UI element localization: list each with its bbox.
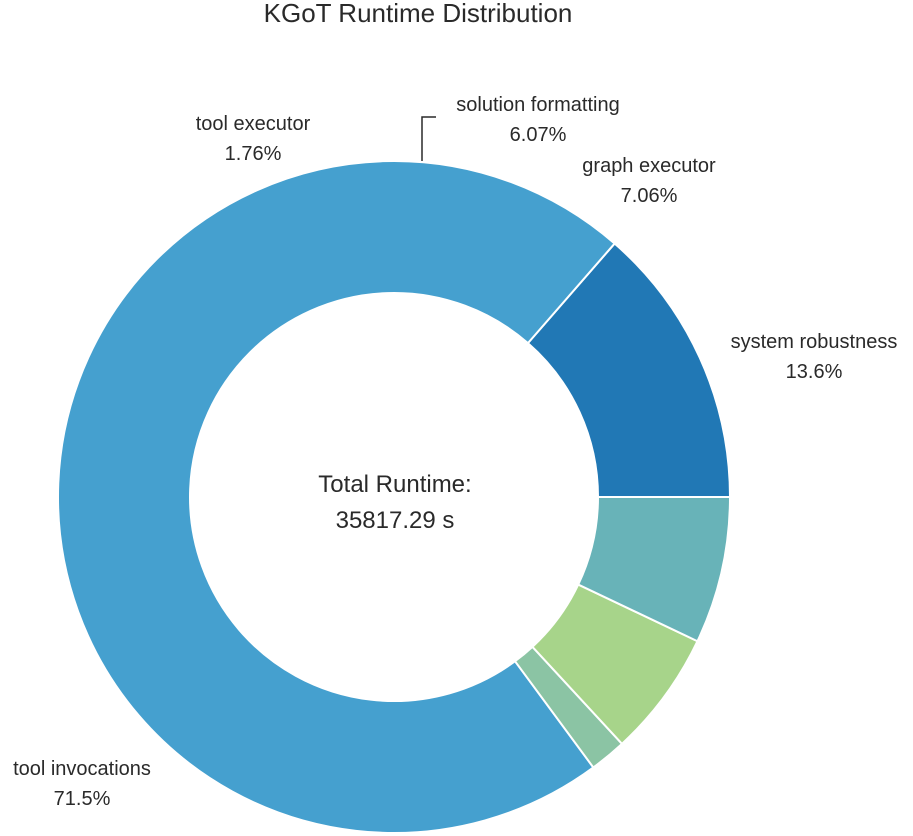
label-tool-invocations: tool invocations [13,758,151,780]
label-system-robustness: system robustness [731,331,898,353]
slice-graph-executor [576,496,732,643]
label-solution-formatting: solution formatting [456,94,619,116]
chart-title: KGoT Runtime Distribution [264,0,573,28]
slice-tool-invocations [57,160,617,835]
donut-slices [57,160,732,835]
center-total-label: Total Runtime: [318,471,471,498]
center-total-value: 35817.29 s [336,507,455,534]
percent-solution-formatting: 6.07% [510,124,567,146]
slice-labels: system robustness 13.6% tool invocations 71… [13,94,897,810]
percent-tool-executor: 1.76% [225,143,282,165]
label-tool-executor: tool executor [196,113,311,135]
percent-graph-executor: 7.06% [621,185,678,207]
label-leader-lines [421,116,436,161]
percent-system-robustness: 13.6% [786,361,843,383]
percent-tool-invocations: 71.5% [54,788,111,810]
label-graph-executor: graph executor [582,155,716,177]
leader-line-solution-formatting [421,116,436,161]
